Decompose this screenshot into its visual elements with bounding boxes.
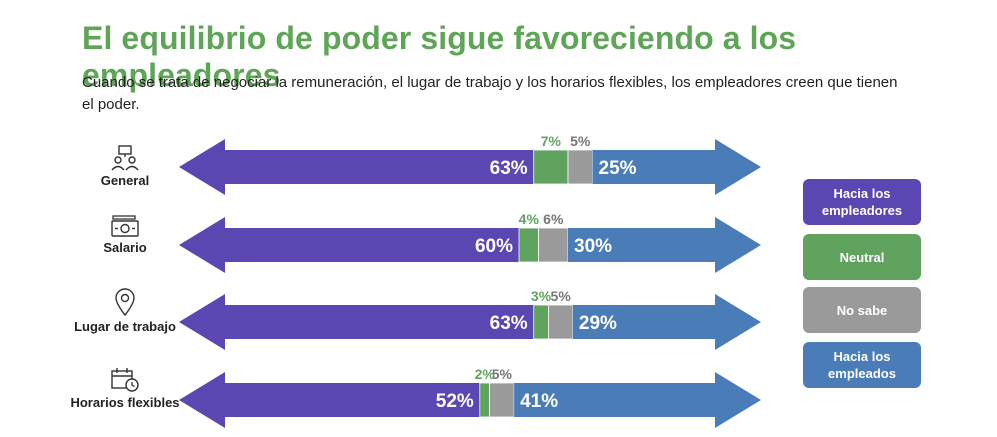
row-label-text: Salario bbox=[103, 240, 147, 255]
row-label-text: General bbox=[100, 173, 150, 188]
value-label-employers: 63% bbox=[490, 313, 528, 334]
value-label-dont-know: 5% bbox=[551, 288, 572, 304]
value-label-employees: 29% bbox=[579, 313, 617, 334]
row-label-text: Lugar de trabajo bbox=[74, 319, 176, 334]
bar-segment-employers bbox=[225, 150, 534, 184]
bar-segment-dont-know bbox=[538, 227, 569, 263]
calendar-clock-icon bbox=[111, 368, 139, 392]
bar-segment-employees bbox=[514, 383, 715, 417]
bar-segment-neutral bbox=[533, 304, 549, 340]
row-label-horarios: Horarios flexibles bbox=[65, 367, 185, 411]
chart-title: El equilibrio de poder sigue favoreciend… bbox=[82, 20, 797, 93]
arrow-head-left bbox=[179, 217, 225, 273]
arrow-head-right bbox=[715, 372, 761, 428]
bar-segment-dont-know bbox=[489, 382, 515, 418]
row-label-text: Horarios flexibles bbox=[70, 395, 180, 410]
bar-segment-neutral bbox=[533, 149, 569, 185]
bar-segment-employees bbox=[592, 150, 715, 184]
value-label-employers: 63% bbox=[490, 158, 528, 179]
arrow-head-right bbox=[715, 139, 761, 195]
value-label-employees: 30% bbox=[574, 236, 612, 257]
legend-employees-label: Hacia los empleados bbox=[828, 349, 896, 381]
value-label-dont-know: 6% bbox=[543, 211, 564, 227]
bar-segment-dont-know bbox=[567, 149, 593, 185]
bar-segment-neutral bbox=[479, 382, 490, 418]
value-label-dont-know: 5% bbox=[570, 133, 591, 149]
bar-segment-dont-know bbox=[548, 304, 574, 340]
legend-employees: Hacia los empleados bbox=[803, 342, 921, 388]
value-label-employees: 25% bbox=[599, 158, 637, 179]
legend-dont-know: No sabe bbox=[803, 287, 921, 333]
value-label-neutral: 2% bbox=[475, 366, 496, 382]
bar-segment-employees bbox=[572, 305, 715, 339]
arrow-head-left bbox=[179, 372, 225, 428]
value-label-dont-know: 5% bbox=[492, 366, 513, 382]
value-label-employers: 60% bbox=[475, 236, 513, 257]
row-label-general: General bbox=[65, 145, 185, 189]
legend-neutral: Neutral bbox=[803, 234, 921, 280]
arrow-head-right bbox=[715, 217, 761, 273]
bar-segment-employers bbox=[225, 228, 519, 262]
bar-segment-neutral bbox=[518, 227, 540, 263]
people-network-icon bbox=[111, 145, 139, 171]
bar-segment-employers bbox=[225, 305, 534, 339]
row-label-lugar: Lugar de trabajo bbox=[65, 287, 185, 335]
legend-dont-know-label: No sabe bbox=[836, 302, 888, 318]
location-pin-icon bbox=[115, 288, 135, 317]
row-label-salario: Salario bbox=[65, 214, 185, 256]
arrow-head-left bbox=[179, 139, 225, 195]
chart-subtitle: Cuando se trata de negociar la remunerac… bbox=[82, 74, 898, 113]
value-label-neutral: 3% bbox=[531, 288, 552, 304]
money-icon bbox=[111, 215, 139, 237]
legend-neutral-label: Neutral bbox=[839, 249, 885, 265]
value-label-neutral: 4% bbox=[519, 211, 540, 227]
value-label-employees: 41% bbox=[520, 391, 558, 412]
legend-employers-label: Hacia los empleadores bbox=[821, 186, 903, 218]
value-label-neutral: 7% bbox=[541, 133, 562, 149]
arrow-head-left bbox=[179, 294, 225, 350]
arrow-head-right bbox=[715, 294, 761, 350]
bar-segment-employees bbox=[568, 228, 715, 262]
legend-employers: Hacia los empleadores bbox=[803, 179, 921, 225]
value-label-employers: 52% bbox=[436, 391, 474, 412]
bar-segment-employers bbox=[225, 383, 480, 417]
